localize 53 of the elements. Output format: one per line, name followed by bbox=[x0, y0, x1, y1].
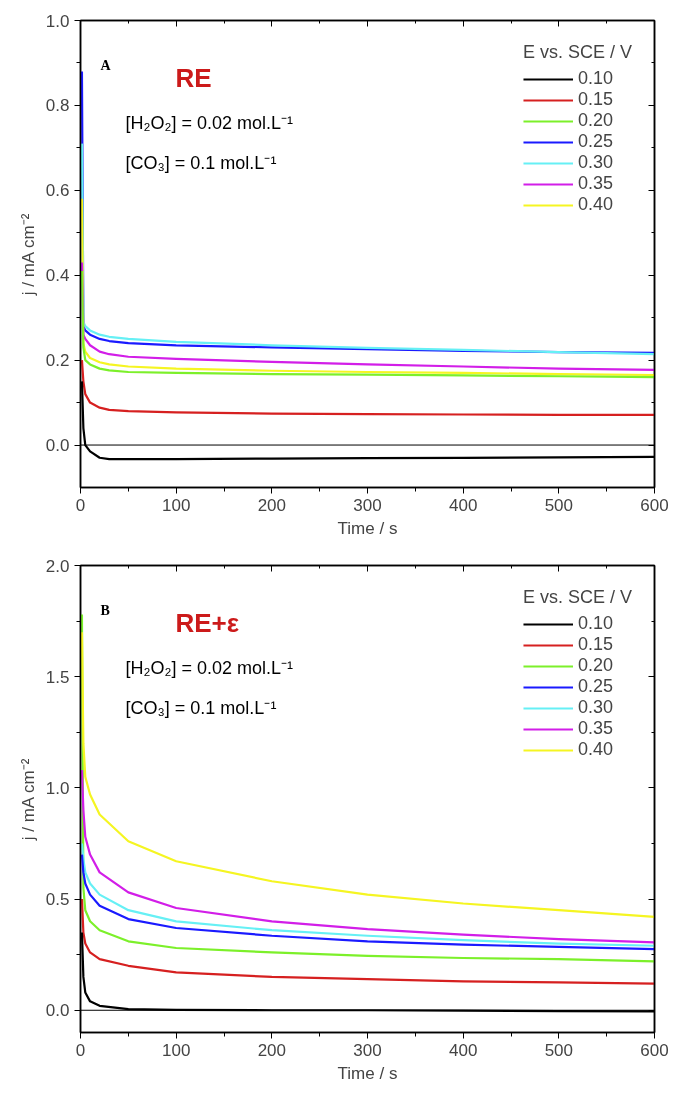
x-tick-label: 600 bbox=[640, 495, 669, 515]
x-tick-label: 200 bbox=[257, 1040, 287, 1060]
legend-label: 0.40 bbox=[577, 194, 614, 215]
y-tick-label: 0.5 bbox=[45, 890, 70, 910]
legend-title: E vs. SCE / V bbox=[522, 42, 632, 63]
y-tick-label: 2.0 bbox=[45, 556, 70, 576]
annotation: [CO₃] = 0.1 mol.L⁻¹ bbox=[125, 152, 277, 173]
annotation: [CO₃] = 0.1 mol.L⁻¹ bbox=[125, 697, 277, 718]
legend-label: 0.35 bbox=[577, 173, 614, 194]
legend-label: 0.30 bbox=[577, 152, 614, 173]
x-tick-label: 100 bbox=[161, 495, 191, 515]
legend-label: 0.20 bbox=[577, 110, 614, 131]
legend-label: 0.15 bbox=[577, 634, 614, 655]
y-axis-title: j / mA cm⁻² bbox=[18, 758, 38, 842]
x-tick-label: 500 bbox=[544, 495, 574, 515]
y-tick-label: 0.4 bbox=[45, 266, 70, 286]
annotation: RE bbox=[175, 62, 212, 93]
y-tick-label: 0.0 bbox=[45, 436, 70, 456]
y-tick-label: 1.5 bbox=[45, 667, 70, 687]
x-tick-label: 500 bbox=[544, 1040, 574, 1060]
annotation: A bbox=[100, 57, 112, 73]
x-axis-title: Time / s bbox=[337, 1063, 398, 1083]
x-tick-label: 300 bbox=[353, 1040, 382, 1060]
y-tick-label: 1.0 bbox=[45, 11, 70, 31]
y-tick-label: 0.8 bbox=[45, 96, 70, 116]
legend-title: E vs. SCE / V bbox=[522, 587, 632, 608]
legend-label: 0.40 bbox=[577, 739, 614, 760]
y-tick-label: 0.0 bbox=[45, 1001, 70, 1021]
x-tick-label: 200 bbox=[257, 495, 287, 515]
annotation: [H₂O₂] = 0.02 mol.L⁻¹ bbox=[125, 657, 294, 678]
y-axis-title: j / mA cm⁻² bbox=[18, 213, 38, 297]
y-tick-label: 1.0 bbox=[45, 778, 70, 798]
x-tick-label: 0 bbox=[75, 1040, 86, 1060]
x-tick-label: 400 bbox=[448, 1040, 478, 1060]
y-tick-label: 0.6 bbox=[45, 181, 70, 201]
legend-label: 0.30 bbox=[577, 697, 614, 718]
x-tick-label: 0 bbox=[75, 495, 86, 515]
legend-label: 0.15 bbox=[577, 89, 614, 110]
x-tick-label: 600 bbox=[640, 1040, 669, 1060]
x-tick-label: 100 bbox=[161, 1040, 191, 1060]
annotation: [H₂O₂] = 0.02 mol.L⁻¹ bbox=[125, 112, 294, 133]
legend-label: 0.10 bbox=[577, 613, 614, 634]
x-tick-label: 300 bbox=[353, 495, 382, 515]
legend-label: 0.25 bbox=[577, 676, 614, 697]
x-axis-title: Time / s bbox=[337, 518, 398, 538]
annotation: RE+ε bbox=[175, 607, 240, 638]
x-tick-label: 400 bbox=[448, 495, 478, 515]
legend-label: 0.25 bbox=[577, 131, 614, 152]
legend-label: 0.20 bbox=[577, 655, 614, 676]
legend-label: 0.10 bbox=[577, 68, 614, 89]
annotation: B bbox=[100, 602, 110, 618]
legend-label: 0.35 bbox=[577, 718, 614, 739]
y-tick-label: 0.2 bbox=[45, 351, 70, 371]
